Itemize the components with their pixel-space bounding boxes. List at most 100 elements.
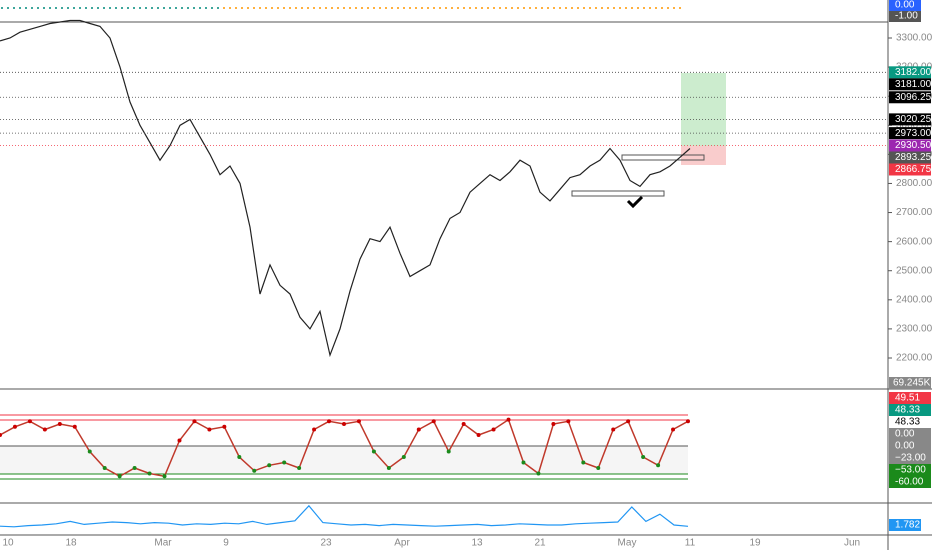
volume-label: 69.245K — [893, 378, 931, 389]
top-dot — [529, 7, 531, 9]
top-dot — [397, 7, 399, 9]
top-dot — [427, 7, 429, 9]
top-dot — [625, 7, 627, 9]
zone-box — [571, 190, 665, 197]
top-dot — [31, 7, 33, 9]
top-dot — [313, 7, 315, 9]
osc-dot — [401, 455, 406, 459]
top-dot — [607, 7, 609, 9]
top-label-bg — [889, 0, 921, 11]
osc-dot — [207, 427, 212, 432]
top-dot — [43, 7, 45, 9]
osc-dot — [342, 422, 346, 426]
top-dot — [457, 7, 459, 9]
top-dot — [115, 7, 117, 9]
osc-dot — [656, 463, 661, 468]
osc-dot — [297, 466, 302, 470]
top-dot — [157, 7, 159, 9]
top-dot — [181, 7, 183, 9]
y-tick-label: 3300.00 — [896, 33, 932, 44]
osc-dot — [132, 466, 137, 470]
top-dot — [199, 7, 201, 9]
osc-dot — [282, 460, 287, 465]
osc-label-bg — [889, 392, 931, 404]
top-dot — [259, 7, 261, 9]
top-dot — [535, 7, 537, 9]
y-tick-label: 2800.00 — [896, 178, 932, 189]
top-dot — [421, 7, 423, 9]
top-dot — [235, 7, 237, 9]
top-dot — [127, 7, 129, 9]
top-dot — [343, 7, 345, 9]
osc-dot — [566, 419, 571, 424]
top-dot — [289, 7, 291, 9]
top-dot — [277, 7, 279, 9]
top-dot — [271, 7, 273, 9]
top-dot — [679, 7, 681, 9]
osc-dot — [506, 417, 511, 422]
top-dot — [337, 7, 339, 9]
price-label-bg — [889, 139, 931, 152]
top-dot — [601, 7, 603, 9]
price-label-bg — [889, 151, 931, 164]
top-dot — [571, 7, 573, 9]
top-dot — [19, 7, 21, 9]
top-dot — [175, 7, 177, 9]
top-dot — [301, 7, 303, 9]
osc-dot — [521, 460, 526, 465]
osc-label: 0.00 — [895, 441, 915, 452]
top-dot — [661, 7, 663, 9]
osc-dot — [686, 419, 690, 424]
top-dot — [103, 7, 105, 9]
price-label: 2893.25 — [895, 152, 932, 163]
top-dot — [349, 7, 351, 9]
top-dot — [481, 7, 483, 9]
top-dot — [55, 7, 57, 9]
top-dot — [415, 7, 417, 9]
osc-dot — [102, 466, 107, 470]
osc-dot — [237, 455, 242, 459]
top-dot — [577, 7, 579, 9]
top-dot — [565, 7, 567, 9]
osc-dot — [476, 433, 481, 437]
top-dot — [361, 7, 363, 9]
x-tick-label: 13 — [471, 538, 483, 549]
x-tick-label: 23 — [320, 538, 332, 549]
top-dot — [25, 7, 27, 9]
osc-dot — [177, 438, 182, 443]
top-dot — [97, 7, 99, 9]
osc-label-bg — [889, 464, 931, 476]
osc-label-bg — [889, 428, 931, 440]
x-tick-label: Jun — [844, 538, 860, 549]
osc-dot — [222, 424, 227, 429]
top-dot — [559, 7, 561, 9]
check-mark — [626, 195, 644, 209]
top-dot — [133, 7, 135, 9]
top-dot — [37, 7, 39, 9]
price-label: 3020.25 — [895, 114, 932, 125]
price-label: 3181.00 — [895, 79, 932, 90]
price-label-bg — [889, 91, 931, 104]
top-dot — [409, 7, 411, 9]
y-tick-label: 2200.00 — [896, 353, 932, 364]
top-dot — [163, 7, 165, 9]
top-label: 0.00 — [895, 0, 915, 11]
top-dot — [673, 7, 675, 9]
top-dot — [445, 7, 447, 9]
lower-label: 1.782 — [895, 520, 920, 531]
osc-dot — [12, 424, 17, 429]
y-tick-label: 2500.00 — [896, 265, 932, 276]
osc-dot — [356, 419, 361, 424]
top-dot — [73, 7, 75, 9]
top-dot — [643, 7, 645, 9]
top-label-bg — [889, 11, 921, 22]
x-tick-label: 21 — [534, 538, 546, 549]
osc-label-bg — [889, 476, 931, 488]
price-label-bg — [889, 78, 931, 91]
osc-dot — [491, 427, 496, 432]
x-tick-label: 10 — [2, 538, 14, 549]
top-dot — [91, 7, 93, 9]
top-dot — [331, 7, 333, 9]
top-dot — [187, 7, 189, 9]
top-dot — [547, 7, 549, 9]
